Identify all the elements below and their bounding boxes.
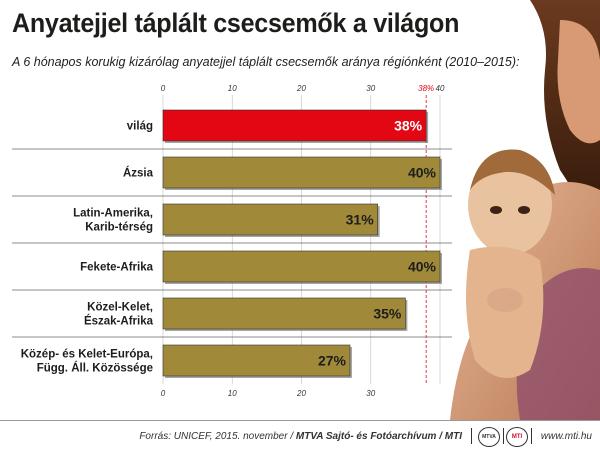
category-label: Ázsia [123,167,154,180]
source-prefix: Forrás: UNICEF, 2015. november / [139,431,296,442]
top-tick-label: 30 [366,84,375,93]
bar-value-label: 38% [394,118,423,134]
bottom-tick-label: 30 [366,389,375,398]
mtva-logo: MTVA [478,427,500,447]
bar [162,297,406,330]
bar-value-label: 40% [408,165,437,181]
bar-value-label: 27% [318,353,347,369]
bar [162,344,351,377]
bar-chart: 0 10 20 30 38% 400 10 20 3038%világ40%Ázsia31%La… [12,84,452,398]
bar-value-label: 40% [408,259,437,275]
category-label: Latin-Amerika, [73,208,153,220]
category-label: Függ. Áll. Közössége [37,362,153,375]
bar [162,203,378,236]
bar-value-label: 35% [373,306,402,322]
category-label: Karib-térség [85,222,153,234]
mti-logo: MTI [506,427,528,447]
top-tick-label: 38% [418,84,434,93]
footer-divider [503,428,504,444]
bottom-tick-label: 20 [296,389,306,398]
top-tick-label: 40 [436,84,445,93]
category-label: Észak-Afrika [84,315,154,328]
bar [162,156,441,189]
bottom-tick-label: 10 [228,389,237,398]
category-label: Közép- és Kelet-Európa, [21,349,153,361]
category-label: világ [127,121,153,133]
source-agency: MTVA Sajtó- és Fotóarchívum / MTI [295,431,462,442]
category-label: Közel-Kelet, [87,302,153,314]
top-tick-label: 10 [228,84,237,93]
footer-divider [471,428,472,444]
top-tick-label: 20 [296,84,306,93]
website-link[interactable]: www.mti.hu [540,431,592,442]
mtva-logo-text: MTVA [482,434,496,440]
bar-value-label: 31% [346,212,375,228]
bar [162,109,427,142]
bar [162,250,441,283]
source-text: Forrás: UNICEF, 2015. november / MTVA Sa… [139,431,462,442]
footer-divider [531,428,532,444]
top-tick-label: 0 [161,84,166,93]
bottom-tick-label: 0 [161,389,166,398]
mother-baby-photo [450,0,600,420]
chart-title: Anyatejjel táplált csecsemők a világon [12,8,460,38]
chart-subtitle: A 6 hónapos korukig kizárólag anyatejjel… [12,55,520,69]
mti-logo-text: MTI [511,434,523,440]
category-label: Fekete-Afrika [80,262,153,274]
footer: Forrás: UNICEF, 2015. november / MTVA Sa… [0,420,600,452]
